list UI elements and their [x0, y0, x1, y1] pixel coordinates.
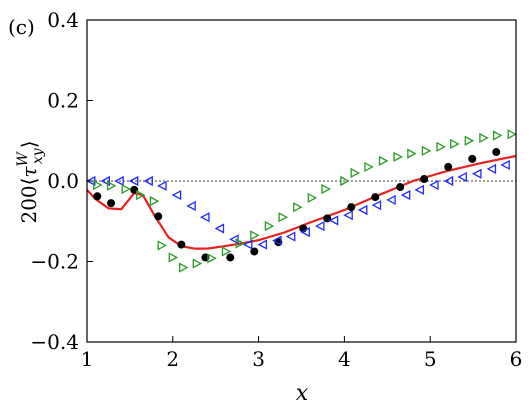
- y-axis-ticks: −0.4 −0.2 0.0 0.2 0.4: [30, 8, 93, 354]
- triangle-left-point: [314, 220, 325, 232]
- triangle-right-point: [149, 196, 160, 207]
- x-tick-label: 2: [166, 347, 179, 371]
- triangle-left-point: [343, 210, 353, 221]
- triangle-left-point: [486, 163, 497, 175]
- triangle-right-point: [307, 192, 318, 203]
- triangle-right-point: [192, 258, 203, 269]
- triangle-right-point: [393, 151, 403, 162]
- circle-point: [468, 154, 477, 163]
- triangle-right-point: [221, 246, 232, 257]
- triangle-right-point: [207, 253, 217, 264]
- triangle-left-point: [472, 168, 482, 179]
- triangle-right-point: [436, 141, 446, 152]
- x-tick-label: 3: [252, 347, 265, 371]
- x-axis-ticks: 1 2 3 4 5 6: [81, 336, 523, 371]
- triangle-left-point: [386, 194, 396, 206]
- triangle-right-point: [350, 167, 361, 179]
- triangle-right-point: [235, 238, 246, 249]
- panel-label: (c): [8, 15, 35, 39]
- x-tick-label: 5: [424, 347, 437, 371]
- triangle-left-point: [500, 159, 510, 170]
- triangle-right-point: [450, 138, 460, 150]
- circle-point: [492, 148, 501, 157]
- y-axis-label: 200⟨τWxy⟩: [15, 140, 46, 223]
- triangle-right-point: [168, 252, 179, 263]
- triangle-right-point: [407, 148, 417, 159]
- y-tick-label: 0.2: [47, 89, 79, 113]
- triangle-left-point: [300, 227, 310, 238]
- triangle-right-point: [378, 155, 389, 166]
- triangle-right-point: [136, 190, 146, 201]
- circle-point: [107, 199, 116, 208]
- y-tick-label: −0.4: [30, 330, 79, 354]
- triangle-right-point: [492, 130, 503, 141]
- circle-point: [93, 192, 102, 201]
- triangle-left-point: [157, 180, 167, 191]
- triangle-right-point: [157, 240, 168, 251]
- y-tick-label: 0.0: [47, 169, 79, 193]
- triangle-left-point: [414, 184, 425, 195]
- x-tick-label: 1: [81, 347, 94, 371]
- circle-point: [444, 162, 453, 171]
- triangle-left-point: [200, 212, 210, 223]
- triangle-right-point: [507, 129, 518, 140]
- triangle-left-point: [242, 239, 253, 250]
- triangle-right-point: [250, 230, 260, 241]
- triangle-right-point: [264, 220, 275, 232]
- triangle-left-point: [257, 239, 268, 250]
- triangle-right-point: [93, 179, 103, 191]
- triangle-right-point: [340, 175, 350, 187]
- triangle-left-point: [171, 190, 182, 201]
- triangle-right-point: [293, 202, 303, 213]
- circle-point: [226, 253, 235, 262]
- x-tick-label: 4: [338, 347, 351, 371]
- svg-text:200⟨τWxy⟩: 200⟨τWxy⟩: [15, 140, 46, 223]
- series-line: [86, 154, 517, 250]
- triangle-left-point: [371, 200, 382, 211]
- triangle-right-point: [106, 180, 117, 191]
- triangle-left-point: [114, 175, 124, 187]
- triangle-left-point: [443, 175, 454, 187]
- circle-point: [154, 212, 163, 221]
- triangle-left-point: [186, 200, 196, 212]
- y-tick-label: 0.4: [47, 8, 79, 32]
- x-axis-label: x: [296, 381, 309, 406]
- x-tick-label: 6: [510, 347, 523, 371]
- triangle-right-point: [421, 145, 432, 156]
- triangle-right-point: [321, 183, 331, 195]
- triangle-left-point: [272, 235, 282, 246]
- triangle-left-point: [100, 175, 111, 187]
- triangle-left-point: [143, 175, 153, 187]
- circle-point: [371, 193, 380, 202]
- triangle-left-point: [285, 231, 296, 242]
- triangle-left-point: [457, 171, 467, 183]
- triangle-left-point: [229, 234, 239, 245]
- y-tick-label: −0.2: [30, 250, 79, 274]
- triangle-right-point: [464, 135, 475, 146]
- triangle-left-point: [400, 190, 411, 201]
- circle-point: [177, 240, 186, 249]
- circle-point: [347, 203, 356, 212]
- circle-point: [420, 174, 429, 183]
- triangle-left-point: [328, 215, 339, 226]
- circle-point: [396, 183, 405, 192]
- triangle-right-point: [479, 132, 489, 144]
- plot-marks: [85, 129, 518, 273]
- triangle-right-point: [364, 161, 374, 172]
- triangle-right-point: [121, 183, 131, 195]
- triangle-left-point: [429, 179, 439, 191]
- triangle-right-point: [178, 262, 189, 273]
- triangle-left-point: [214, 223, 225, 234]
- triangle-left-point: [357, 204, 368, 216]
- triangle-right-point: [278, 212, 289, 223]
- triangle-left-point: [128, 175, 139, 187]
